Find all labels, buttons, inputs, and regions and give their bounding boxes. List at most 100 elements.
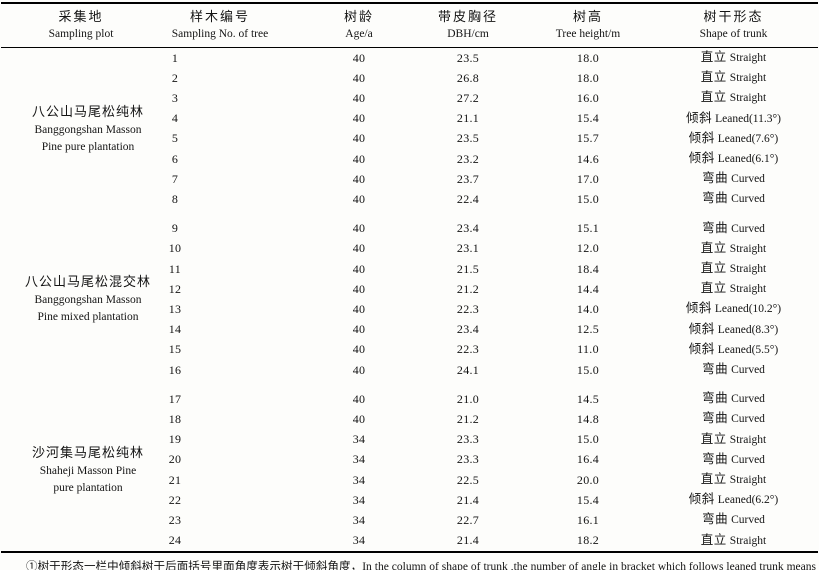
shape-zh: 直立 xyxy=(700,532,727,547)
col-header-age-en: Age/a xyxy=(345,28,373,40)
plot-name-en-line1: Shaheji Masson Pine xyxy=(39,465,137,478)
sampling-plot-cell: 沙河集马尾松纯林 Shaheji Masson Pine pure planta… xyxy=(1,380,161,552)
cell-tree-no: 18 xyxy=(168,411,182,426)
cell-dbh: 21.0 xyxy=(456,391,480,406)
cell-height: 16.0 xyxy=(576,90,600,105)
shape-zh: 倾斜 xyxy=(688,341,715,356)
table-footnote: ①树干形态一栏中倾斜树干后面括号里面角度表示树干倾斜角度，In the colu… xyxy=(26,560,816,570)
shape-en: Leaned(10.2°) xyxy=(714,303,782,316)
col-header-age: 树龄 Age/a xyxy=(309,3,409,48)
table-row: 沙河集马尾松纯林 Shaheji Masson Pine pure planta… xyxy=(1,380,818,494)
table-row: 20 34 23.3 16.4 弯曲 Curved xyxy=(1,450,818,470)
cell-height: 15.0 xyxy=(576,432,600,447)
cell-age: 40 xyxy=(352,342,366,357)
cell-shape: 弯曲 Curved xyxy=(649,510,818,530)
cell-dbh: 27.2 xyxy=(456,90,480,105)
cell-shape: 弯曲 Curved xyxy=(649,450,818,470)
table-row: 13 40 22.3 14.0 倾斜 Leaned(10.2°) xyxy=(1,299,818,319)
table-row: 18 40 21.2 14.8 弯曲 Curved xyxy=(1,409,818,429)
table-row: 24 34 21.4 18.2 直立 Straight xyxy=(1,531,818,552)
cell-age: 34 xyxy=(352,533,366,548)
cell-shape: 弯曲 Curved xyxy=(649,189,818,209)
shape-en: Curved xyxy=(731,173,765,186)
shape-zh: 倾斜 xyxy=(688,321,715,336)
shape-zh: 直立 xyxy=(700,281,727,296)
plot-name-en-line1: Banggongshan Masson xyxy=(34,294,142,307)
cell-dbh: 23.7 xyxy=(456,171,480,186)
table-row: 7 40 23.7 17.0 弯曲 Curved xyxy=(1,169,818,189)
cell-age: 40 xyxy=(352,191,366,206)
cell-age: 40 xyxy=(352,131,366,146)
table-row: 19 34 23.3 15.0 直立 Straight xyxy=(1,430,818,450)
shape-en: Straight xyxy=(729,474,767,487)
shape-en: Straight xyxy=(729,283,767,296)
shape-zh: 倾斜 xyxy=(686,110,713,125)
shape-en: Leaned(7.6°) xyxy=(717,132,779,145)
col-header-dbh-en: DBH/cm xyxy=(447,28,489,40)
cell-height: 14.5 xyxy=(576,391,600,406)
table-row: 8 40 22.4 15.0 弯曲 Curved xyxy=(1,189,818,209)
cell-height: 15.4 xyxy=(576,492,600,507)
table-row: 5 40 23.5 15.7 倾斜 Leaned(7.6°) xyxy=(1,129,818,149)
col-header-age-zh: 树龄 xyxy=(343,9,374,24)
cell-height: 15.7 xyxy=(576,131,600,146)
cell-tree-no: 10 xyxy=(168,241,182,256)
table-row: 10 40 23.1 12.0 直立 Straight xyxy=(1,239,818,259)
header-row: 采集地 Sampling plot 样木编号 Sampling No. of t… xyxy=(1,3,818,48)
cell-dbh: 26.8 xyxy=(456,70,480,85)
cell-dbh: 22.3 xyxy=(456,301,480,316)
cell-age: 34 xyxy=(352,432,366,447)
cell-height: 16.4 xyxy=(576,452,600,467)
cell-age: 40 xyxy=(352,322,366,337)
shape-zh: 直立 xyxy=(700,50,727,64)
cell-height: 16.1 xyxy=(576,512,600,527)
cell-height: 18.0 xyxy=(576,50,600,65)
plot-name-en-line2: pure plantation xyxy=(53,482,123,495)
shape-en: Curved xyxy=(731,413,765,426)
cell-dbh: 22.5 xyxy=(456,472,480,487)
shape-zh: 直立 xyxy=(700,431,727,446)
table-row: 八公山马尾松混交林 Banggongshan Masson Pine mixed… xyxy=(1,210,818,324)
cell-tree-no: 2 xyxy=(171,70,179,85)
col-header-sampling-plot-en: Sampling plot xyxy=(48,28,114,40)
cell-dbh: 23.5 xyxy=(456,131,480,146)
cell-tree-no: 13 xyxy=(168,301,182,316)
shape-en: Leaned(8.3°) xyxy=(717,323,779,336)
shape-zh: 弯曲 xyxy=(702,411,729,426)
cell-dbh: 23.3 xyxy=(456,452,480,467)
cell-height: 12.5 xyxy=(576,322,600,337)
col-header-dbh-zh: 带皮胸径 xyxy=(437,9,498,24)
table-row: 2 40 26.8 18.0 直立 Straight xyxy=(1,68,818,88)
cell-age: 40 xyxy=(352,70,366,85)
cell-tree-no: 22 xyxy=(168,492,182,507)
cell-tree-no: 17 xyxy=(168,391,182,406)
cell-dbh: 21.4 xyxy=(456,533,480,548)
col-header-tree-no: 样木编号 Sampling No. of tree xyxy=(161,3,309,48)
col-header-tree-height: 树高 Tree height/m xyxy=(527,3,649,48)
shape-en: Straight xyxy=(729,433,767,446)
cell-shape: 倾斜 Leaned(8.3°) xyxy=(649,320,818,340)
cell-age: 40 xyxy=(352,241,366,256)
cell-shape: 直立 Straight xyxy=(649,430,818,450)
cell-age: 40 xyxy=(352,281,366,296)
cell-tree-no: 14 xyxy=(168,322,182,337)
cell-dbh: 22.3 xyxy=(456,342,480,357)
cell-shape: 倾斜 Leaned(11.3°) xyxy=(649,109,818,129)
table-header: 采集地 Sampling plot 样木编号 Sampling No. of t… xyxy=(1,3,818,48)
cell-tree-no: 9 xyxy=(171,221,179,236)
cell-shape: 弯曲 Curved xyxy=(649,169,818,189)
cell-height: 17.0 xyxy=(576,171,600,186)
shape-en: Leaned(6.1°) xyxy=(717,153,779,166)
cell-age: 40 xyxy=(352,221,366,236)
shape-zh: 弯曲 xyxy=(702,362,729,377)
shape-en: Straight xyxy=(729,534,767,547)
sampling-plot-cell: 八公山马尾松混交林 Banggongshan Masson Pine mixed… xyxy=(1,210,161,381)
table-row: 21 34 22.5 20.0 直立 Straight xyxy=(1,470,818,490)
shape-en: Curved xyxy=(731,222,765,235)
cell-tree-no: 11 xyxy=(168,261,182,276)
col-header-tree-no-en: Sampling No. of tree xyxy=(171,28,269,40)
cell-age: 34 xyxy=(352,512,366,527)
cell-height: 15.0 xyxy=(576,362,600,377)
cell-height: 15.0 xyxy=(576,191,600,206)
